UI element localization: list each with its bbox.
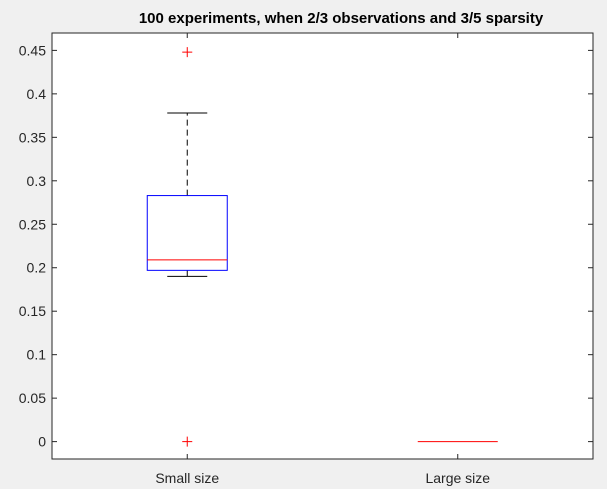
- y-tick-label: 0.2: [27, 260, 47, 276]
- chart-title: 100 experiments, when 2/3 observations a…: [139, 10, 544, 27]
- y-tick-label: 0.1: [27, 347, 47, 363]
- y-tick-label: 0: [38, 434, 46, 450]
- x-axis: Small size Large size: [155, 33, 490, 486]
- plot-area: [52, 33, 593, 459]
- y-tick-label: 0.05: [19, 390, 46, 406]
- y-tick-label: 0.35: [19, 129, 46, 145]
- y-tick-label: 0.4: [27, 86, 47, 102]
- y-tick-label: 0.25: [19, 216, 46, 232]
- y-tick-label: 0.15: [19, 303, 46, 319]
- box-group: [146, 47, 228, 447]
- axes-frame: [51, 32, 594, 460]
- y-axis: 0 0.05 0.1 0.15 0.2 0.25 0.3 0.35 0.4 0.45: [19, 42, 593, 450]
- box-iqr: [146, 195, 228, 271]
- y-tick-label: 0.3: [27, 173, 47, 189]
- x-tick-label: Large size: [425, 470, 490, 486]
- outlier-marker: [182, 436, 193, 447]
- box-marks: [146, 47, 498, 447]
- outlier-marker: [182, 47, 193, 58]
- x-tick-label: Small size: [155, 470, 219, 486]
- y-tick-label: 0.45: [19, 42, 46, 58]
